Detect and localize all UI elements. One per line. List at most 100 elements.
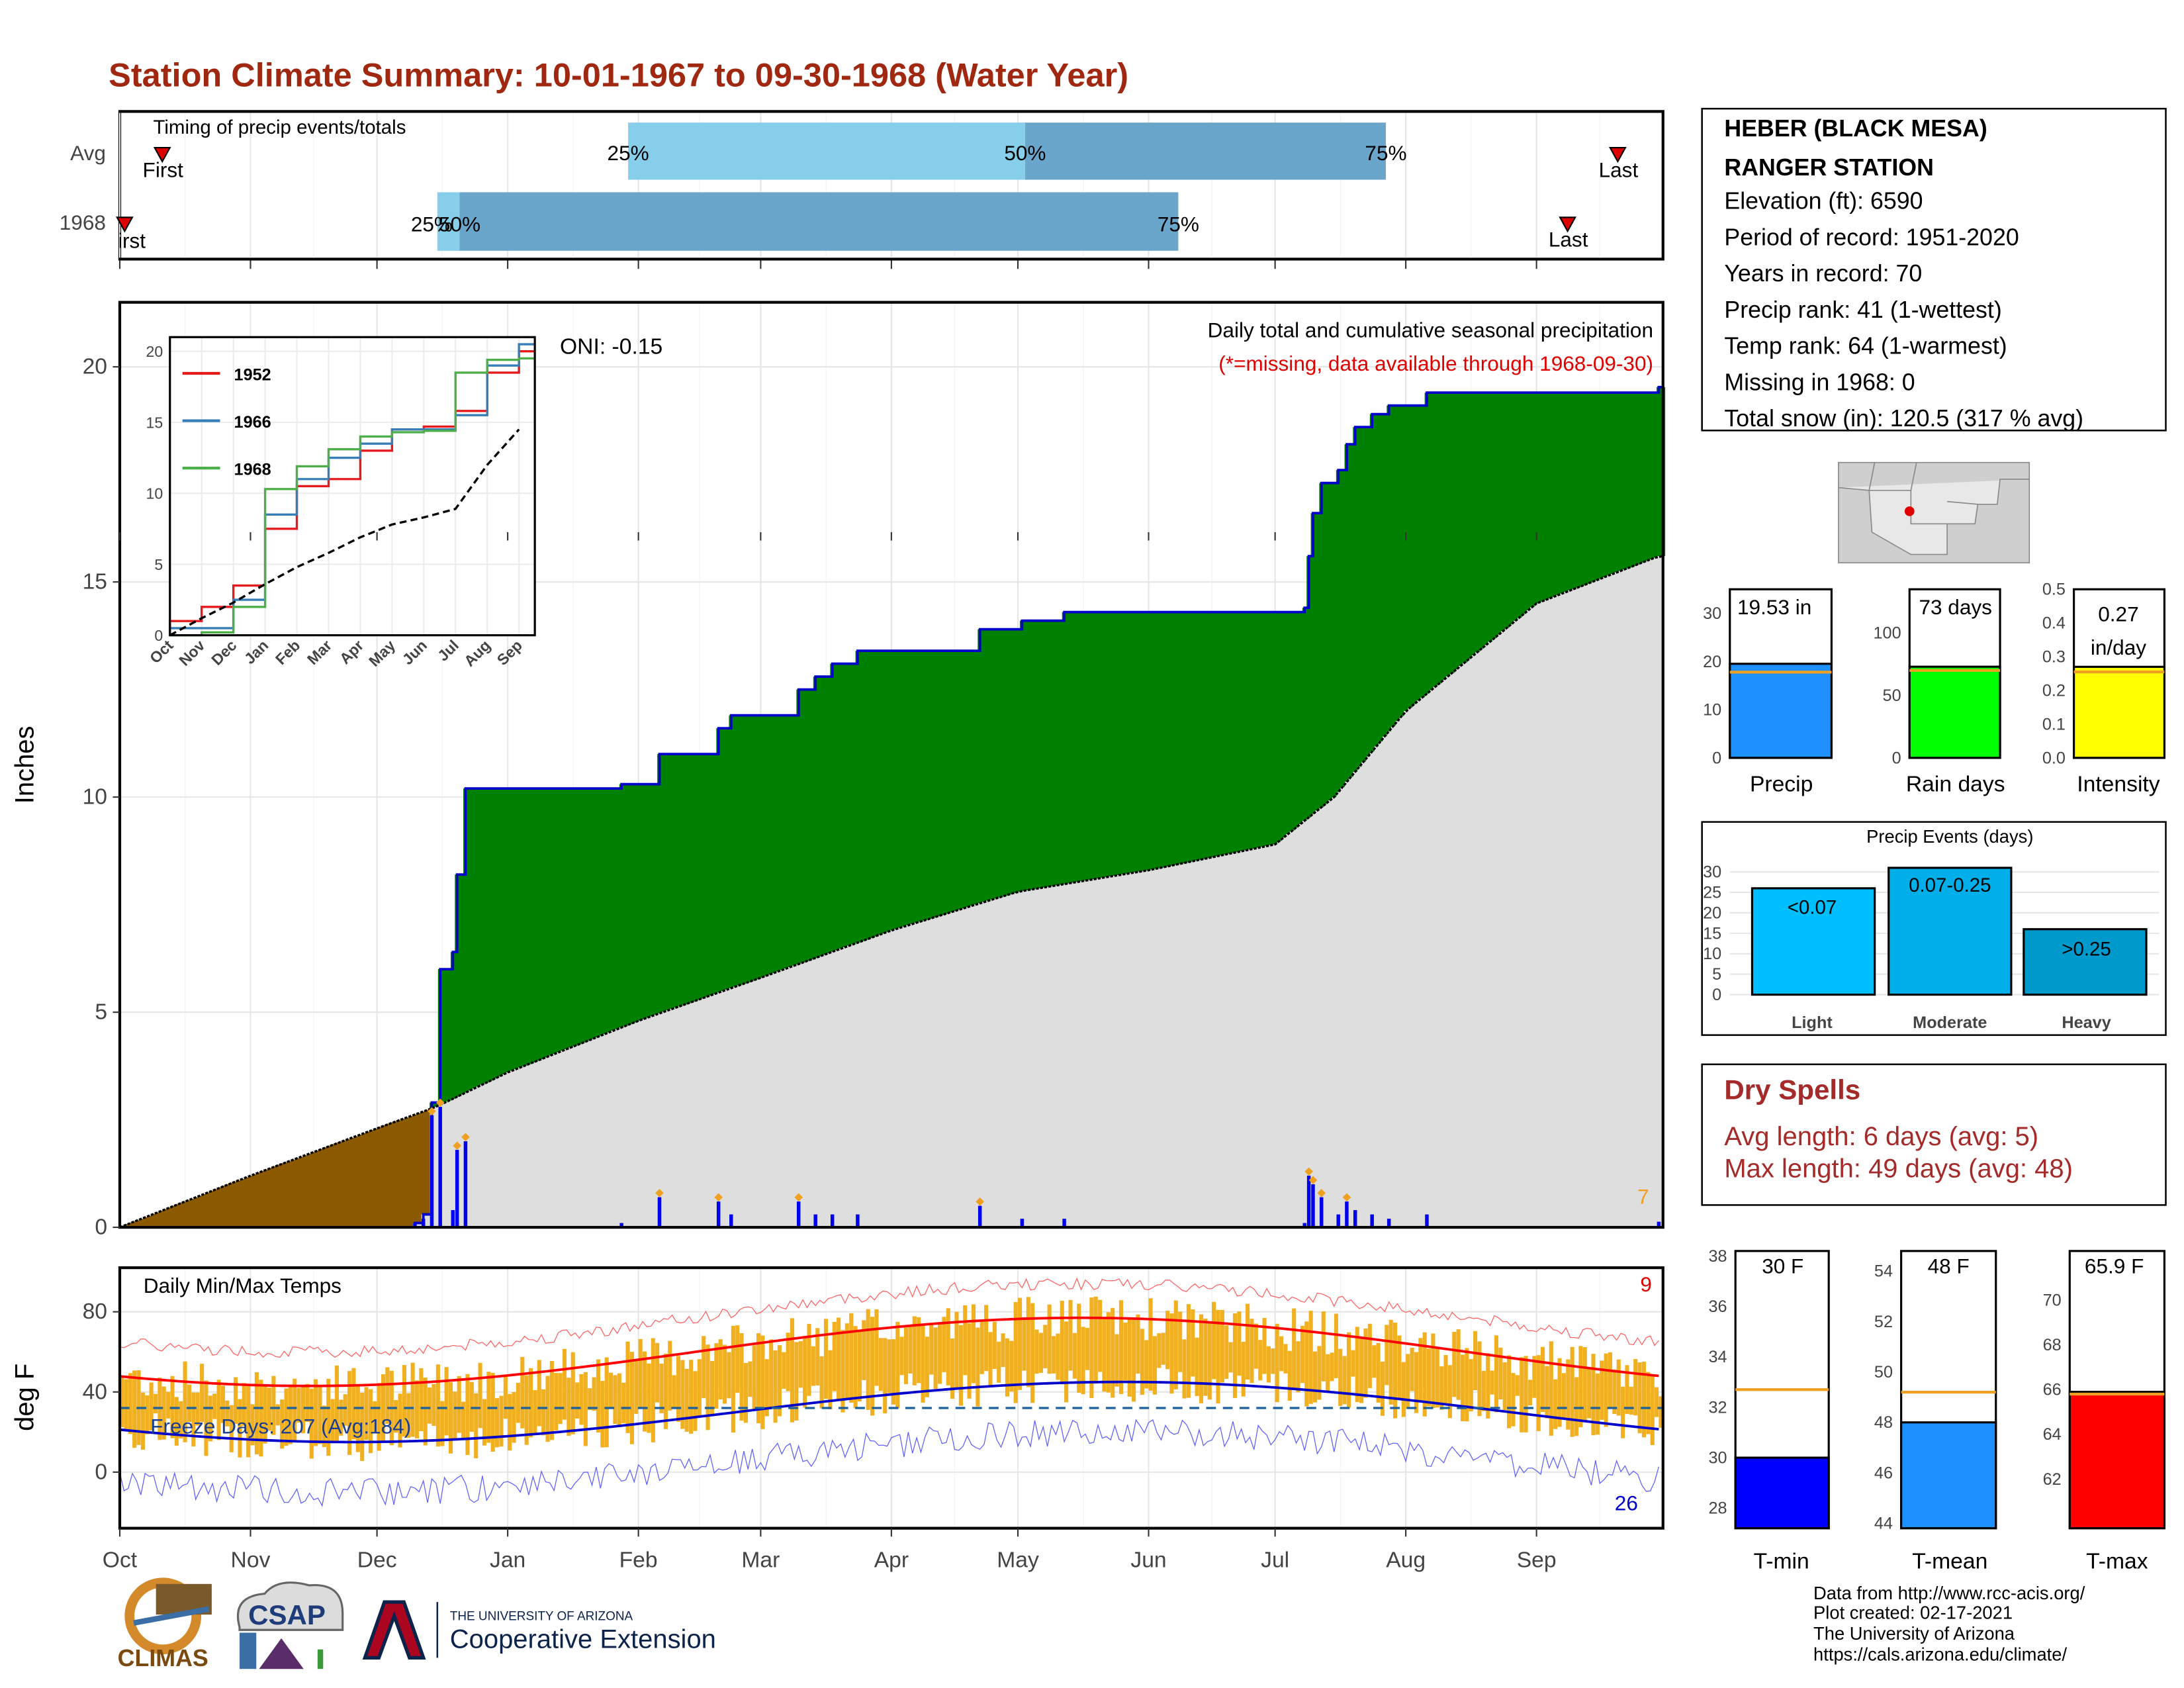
daily-precip-bar-14 — [830, 1214, 835, 1228]
temp-day-258 — [1207, 1323, 1212, 1400]
daily-precip-bar-2 — [421, 1219, 426, 1228]
temp-day-358 — [1629, 1386, 1633, 1415]
temp-day-49 — [326, 1379, 331, 1456]
temp-day-51 — [334, 1365, 340, 1442]
tmin-stat-tick-34: 34 — [1708, 1348, 1727, 1366]
temp-day-159 — [790, 1318, 795, 1423]
temp-day-123 — [638, 1338, 643, 1409]
temp-day-266 — [1241, 1341, 1246, 1397]
temp-day-216 — [1030, 1303, 1035, 1403]
temp-day-303 — [1397, 1335, 1402, 1399]
temp-day-190 — [921, 1323, 925, 1403]
temp-day-365 — [1659, 1396, 1663, 1428]
ua-extension-text: Cooperative Extension — [450, 1625, 716, 1654]
temp-day-71 — [419, 1368, 424, 1432]
temp-day-267 — [1246, 1303, 1250, 1380]
temp-day-251 — [1178, 1311, 1183, 1372]
temp-day-25 — [225, 1400, 230, 1427]
temp-day-2 — [128, 1373, 132, 1434]
temp-day-213 — [1018, 1297, 1023, 1390]
csap-logo: CSAP — [236, 1581, 344, 1669]
temp-day-202 — [971, 1304, 976, 1383]
month-axis: Oct Nov Dec Jan Feb Mar Apr May Jun Jul Aug Sep — [103, 260, 1557, 1573]
temp-day-50 — [330, 1399, 335, 1441]
temp-day-312 — [1435, 1348, 1439, 1408]
temp-day-154 — [769, 1339, 774, 1408]
temp-day-310 — [1426, 1348, 1432, 1407]
temp-day-232 — [1098, 1299, 1103, 1372]
temp-day-149 — [748, 1361, 752, 1397]
events-tick-0: 0 — [1712, 986, 1721, 1004]
temp-day-147 — [739, 1333, 744, 1421]
temp-day-144 — [727, 1352, 731, 1399]
temp-day-139 — [705, 1344, 710, 1430]
temp-lines — [119, 1277, 1663, 1507]
temp-day-314 — [1443, 1355, 1448, 1403]
temp-day-355 — [1616, 1359, 1621, 1416]
precip-ytick-label-5: 5 — [95, 1000, 107, 1025]
precip-stat-tick-20: 20 — [1703, 653, 1721, 671]
location-map — [1838, 461, 2030, 564]
oni-label: ONI: -0.15 — [560, 335, 662, 359]
temp-day-186 — [903, 1327, 909, 1384]
temp-day-194 — [937, 1324, 942, 1384]
temp-day-316 — [1452, 1332, 1457, 1397]
timing-1968-first-label: First — [105, 229, 146, 253]
temp-day-224 — [1064, 1321, 1069, 1403]
temp-day-95 — [520, 1356, 525, 1429]
temp-day-150 — [752, 1345, 756, 1409]
temp-day-344 — [1570, 1346, 1574, 1437]
temp-day-306 — [1410, 1348, 1414, 1391]
temp-day-262 — [1224, 1325, 1229, 1379]
intensity-stat-tick-0.2: 0.2 — [2042, 681, 2066, 700]
temp-day-285 — [1321, 1311, 1326, 1382]
temp-day-270 — [1258, 1340, 1263, 1381]
temp-day-3 — [132, 1370, 137, 1448]
temp-day-55 — [351, 1368, 356, 1440]
temp-day-62 — [381, 1374, 386, 1442]
station-name-line2: RANGER STATION — [1724, 154, 1934, 181]
temp-day-308 — [1418, 1338, 1423, 1401]
temp-day-199 — [958, 1325, 963, 1406]
tmean-value-label: 48 F — [1928, 1254, 1970, 1278]
precip-panel: 0 5 10 15 20 Inches Daily total and cumulati… — [11, 301, 1666, 1240]
tmean-stat-tick-50: 50 — [1874, 1363, 1893, 1382]
daily-precip-bar-22 — [1311, 1184, 1315, 1228]
temp-day-257 — [1203, 1318, 1208, 1396]
inset-legend-1968: 1968 — [234, 461, 271, 479]
dry-spells-box — [1701, 1063, 2167, 1206]
temp-day-252 — [1182, 1339, 1187, 1399]
temp-panel-label: Daily Min/Max Temps — [144, 1274, 341, 1297]
temp-day-120 — [625, 1341, 630, 1433]
temp-day-109 — [579, 1374, 584, 1425]
temp-day-58 — [364, 1387, 369, 1440]
temp-day-293 — [1355, 1327, 1359, 1403]
temp-day-26 — [229, 1405, 234, 1452]
heavy-day-marker-21 — [1304, 1167, 1313, 1176]
station-years: Years in record: 70 — [1724, 260, 1922, 287]
temp-day-37 — [275, 1404, 280, 1426]
daily-precip-bar-1 — [413, 1223, 417, 1228]
temp-day-100 — [541, 1389, 546, 1436]
temp-day-322 — [1477, 1341, 1482, 1417]
temp-y-label: deg F — [11, 1364, 40, 1431]
tmax-stat-tick-68: 68 — [2043, 1336, 2062, 1354]
temp-panel: 0 40 80 deg F Daily Min/Max Temps Freeze D… — [11, 260, 1664, 1573]
temp-day-218 — [1038, 1333, 1043, 1373]
temp-day-261 — [1220, 1309, 1224, 1383]
temp-day-281 — [1304, 1321, 1309, 1407]
intensity-stat-tick-0.4: 0.4 — [2042, 614, 2066, 633]
temp-day-347 — [1582, 1347, 1587, 1422]
temp-day-203 — [976, 1327, 980, 1407]
temp-day-142 — [718, 1339, 723, 1400]
temp-day-324 — [1486, 1353, 1490, 1419]
temp-day-14 — [179, 1401, 183, 1438]
precip-stat-tick-30: 30 — [1703, 604, 1721, 623]
temp-day-242 — [1140, 1329, 1144, 1395]
temp-day-8 — [153, 1393, 158, 1414]
temp-day-238 — [1123, 1322, 1128, 1381]
month-label-Aug: Aug — [1386, 1548, 1426, 1573]
temp-day-93 — [512, 1391, 516, 1443]
heavy-day-marker-22 — [1308, 1176, 1318, 1185]
temp-day-138 — [702, 1336, 706, 1399]
